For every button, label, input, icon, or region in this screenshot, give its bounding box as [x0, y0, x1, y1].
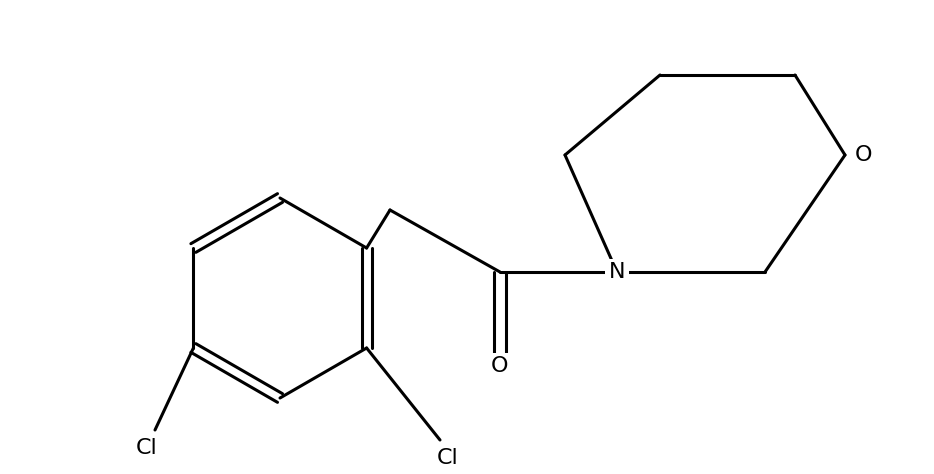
- Text: Cl: Cl: [136, 438, 158, 458]
- Text: Cl: Cl: [437, 448, 459, 468]
- Text: N: N: [609, 262, 625, 282]
- Text: O: O: [855, 145, 871, 165]
- Text: O: O: [491, 356, 509, 376]
